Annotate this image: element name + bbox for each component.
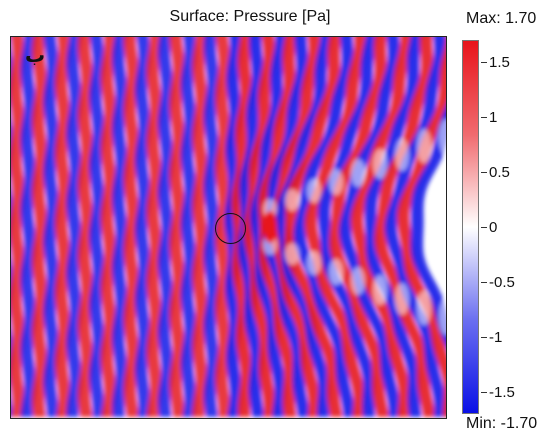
pressure-crest-band: [123, 37, 140, 417]
colorbar-tick: [481, 392, 487, 393]
interference-node: [285, 189, 299, 211]
interference-node: [439, 119, 446, 155]
colorbar-tick: [481, 62, 487, 63]
pressure-crest-band: [396, 39, 446, 417]
pressure-trough-band: [134, 37, 151, 417]
pressure-field: [11, 37, 446, 418]
interference-node: [373, 149, 387, 179]
pressure-crest-band: [77, 37, 94, 417]
plot-area: ب: [10, 36, 447, 419]
interference-node: [395, 283, 409, 315]
interference-node: [351, 267, 365, 295]
colorbar-tick: [481, 282, 487, 283]
colorbar-tick-label: -1: [489, 329, 503, 346]
interference-node: [351, 159, 365, 187]
interference-node: [285, 243, 299, 265]
pressure-trough-band: [89, 37, 106, 417]
interference-node: [373, 275, 387, 305]
colorbar-tick: [481, 227, 487, 228]
focused-crest: [263, 211, 277, 243]
pressure-crest-band: [350, 37, 413, 417]
colorbar-tick: [481, 337, 487, 338]
interference-node: [307, 179, 321, 203]
colorbar: [462, 40, 479, 414]
interference-node: [417, 291, 431, 325]
colorbar-tick: [481, 117, 487, 118]
colorbar-tick-label: -0.5: [489, 274, 515, 291]
interference-node: [329, 259, 343, 285]
colorbar-tick-label: 0.5: [489, 164, 510, 181]
chart-title: Surface: Pressure [Pa]: [169, 8, 331, 25]
interference-node: [417, 129, 431, 163]
colorbar-max-label: Max: 1.70: [466, 10, 537, 27]
circular-obstacle: [215, 213, 246, 244]
colorbar-tick-label: 1.5: [489, 54, 510, 71]
pressure-trough-band: [410, 105, 446, 348]
interference-node: [307, 251, 321, 275]
pressure-trough-band: [43, 37, 60, 417]
colorbar-min-label: Min: -1.70: [466, 415, 538, 432]
pressure-trough-band: [203, 37, 220, 417]
colorbar-tick: [481, 172, 487, 173]
colorbar-tick-label: 0: [489, 219, 498, 236]
panel-label: ب: [25, 45, 46, 67]
interference-node: [395, 139, 409, 171]
interference-node: [439, 299, 446, 335]
interference-node: [329, 169, 343, 195]
colorbar-tick-label: -1.5: [489, 384, 515, 401]
pressure-crest-band: [169, 37, 186, 417]
colorbar-tick-label: 1: [489, 109, 498, 126]
